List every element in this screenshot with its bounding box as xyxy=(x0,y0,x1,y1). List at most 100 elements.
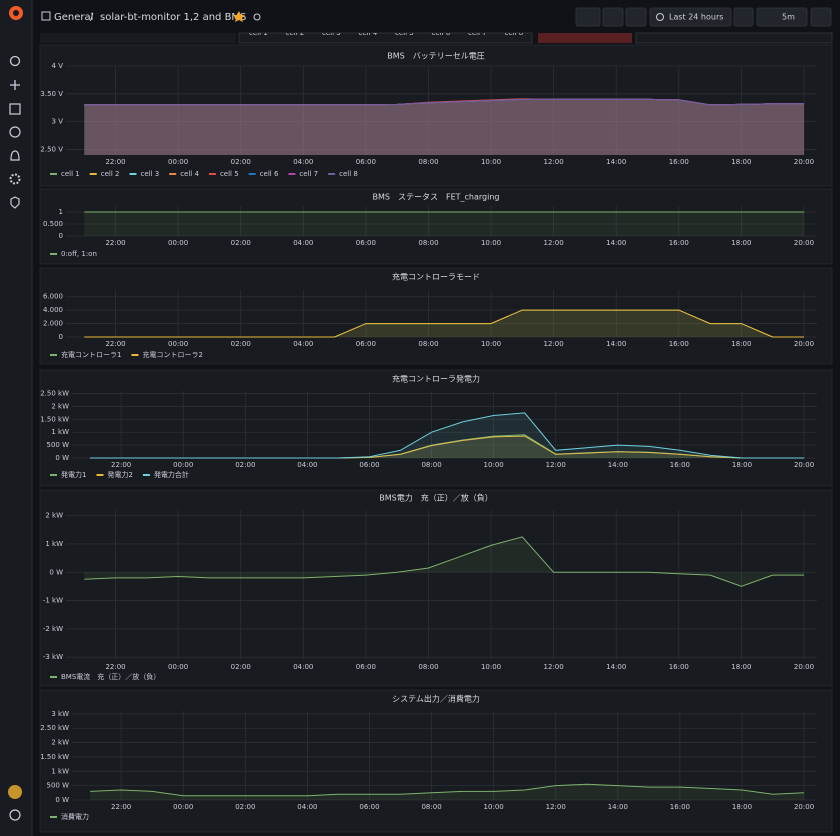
legend-label: cell 2 xyxy=(101,170,120,178)
x-tick-label: 16:00 xyxy=(669,239,689,247)
x-tick-label: 02:00 xyxy=(231,663,251,671)
refresh-interval: 5m xyxy=(782,13,795,22)
breadcrumb-root[interactable]: General xyxy=(54,12,93,23)
series-area xyxy=(90,412,805,458)
top-panel-stub xyxy=(238,32,533,44)
series-line xyxy=(84,98,804,106)
legend-label: cell 1 xyxy=(61,170,80,178)
y-tick-label: 3.50 V xyxy=(40,90,63,98)
panel-title: 充電コントローラモード xyxy=(392,272,480,282)
y-tick-label: -3 kW xyxy=(43,653,63,661)
series-area xyxy=(90,436,805,458)
settings-button[interactable] xyxy=(625,7,647,27)
x-tick-label: 22:00 xyxy=(111,803,131,811)
explore-icon[interactable] xyxy=(9,126,21,138)
admin-icon[interactable] xyxy=(10,196,20,209)
grafana-logo-core xyxy=(13,10,19,16)
x-tick-label: 12:00 xyxy=(544,158,564,166)
series-area xyxy=(84,99,805,155)
x-tick-label: 02:00 xyxy=(231,239,251,247)
save-button[interactable] xyxy=(602,7,624,27)
x-tick-label: 06:00 xyxy=(356,239,376,247)
x-tick-label: 18:00 xyxy=(731,239,751,247)
x-tick-label: 06:00 xyxy=(356,158,376,166)
y-tick-label: 1.50 kW xyxy=(40,415,69,423)
x-tick-label: 22:00 xyxy=(105,239,125,247)
series-area xyxy=(84,99,805,155)
y-tick-label: -2 kW xyxy=(43,625,63,633)
series-area xyxy=(84,310,805,337)
x-tick-label: 18:00 xyxy=(731,340,751,348)
x-tick-label: 14:00 xyxy=(606,340,626,348)
search-icon[interactable] xyxy=(9,55,21,67)
legend-label: cell 5 xyxy=(220,170,239,178)
cell-label: cell 3 xyxy=(322,29,341,37)
share-icon[interactable] xyxy=(253,13,261,21)
x-tick-label: 00:00 xyxy=(168,158,188,166)
y-tick-label: 2 kW xyxy=(45,512,63,520)
star-icon[interactable] xyxy=(233,11,245,22)
x-tick-label: 14:00 xyxy=(606,239,626,247)
y-tick-label: 1 kW xyxy=(51,428,69,436)
y-tick-label: 3 kW xyxy=(51,710,69,718)
create-icon[interactable] xyxy=(10,80,20,90)
x-tick-label: 12:00 xyxy=(544,663,564,671)
x-tick-label: 20:00 xyxy=(794,239,814,247)
x-tick-label: 20:00 xyxy=(794,461,814,469)
breadcrumb-icon xyxy=(41,11,51,21)
x-tick-label: 08:00 xyxy=(421,461,441,469)
refresh-picker[interactable] xyxy=(756,7,808,27)
cell-label: cell 7 xyxy=(468,29,487,37)
x-tick-label: 14:00 xyxy=(606,663,626,671)
series-area xyxy=(84,536,805,587)
y-tick-label: 0 W xyxy=(55,796,69,804)
x-tick-label: 08:00 xyxy=(418,158,438,166)
x-tick-label: 12:00 xyxy=(544,239,564,247)
legend-label: 0:off, 1:on xyxy=(61,250,97,258)
x-tick-label: 14:00 xyxy=(608,803,628,811)
legend-label: cell 6 xyxy=(260,170,279,178)
clock-icon xyxy=(656,13,664,21)
top-panel-stub xyxy=(538,33,632,43)
panel xyxy=(39,267,833,365)
time-picker[interactable] xyxy=(649,7,732,27)
series-line xyxy=(84,309,804,338)
x-tick-label: 12:00 xyxy=(544,340,564,348)
x-tick-label: 08:00 xyxy=(418,239,438,247)
config-icon[interactable] xyxy=(9,173,21,185)
cell-label: cell 2 xyxy=(286,29,305,37)
series-line xyxy=(84,536,804,587)
x-tick-label: 18:00 xyxy=(731,158,751,166)
y-tick-label: 3 V xyxy=(52,118,64,126)
user-avatar[interactable] xyxy=(8,785,22,799)
series-area xyxy=(84,99,805,155)
y-tick-label: 2.000 xyxy=(43,320,63,328)
tv-mode-button[interactable] xyxy=(810,7,832,27)
zoom-out-button[interactable] xyxy=(733,7,754,27)
legend-label: cell 7 xyxy=(299,170,318,178)
series-area xyxy=(84,99,805,155)
y-tick-label: 0 xyxy=(59,232,63,240)
x-tick-label: 06:00 xyxy=(359,461,379,469)
cell-label: cell 8 xyxy=(505,29,524,37)
help-icon[interactable] xyxy=(9,809,21,821)
x-tick-label: 12:00 xyxy=(546,461,566,469)
breadcrumb-separator: / xyxy=(90,12,94,23)
legend-label: 発電力2 xyxy=(107,470,132,479)
series-area xyxy=(84,99,805,155)
x-tick-label: 20:00 xyxy=(794,340,814,348)
y-tick-label: 0 W xyxy=(55,454,69,462)
sidebar xyxy=(0,0,32,836)
y-tick-label: 2 kW xyxy=(51,739,69,747)
panel-title: システム出力／消費電力 xyxy=(392,694,480,704)
legend-label: cell 3 xyxy=(140,170,159,178)
add-panel-button[interactable] xyxy=(575,7,601,27)
x-tick-label: 00:00 xyxy=(173,461,193,469)
series-area xyxy=(84,99,805,155)
dashboards-icon[interactable] xyxy=(9,103,21,115)
alerting-icon[interactable] xyxy=(10,150,20,161)
y-tick-label: 4 V xyxy=(52,62,64,70)
x-tick-label: 14:00 xyxy=(608,461,628,469)
dashboard-title[interactable]: solar-bt-monitor 1,2 and BMS xyxy=(100,12,246,23)
y-tick-label: -1 kW xyxy=(43,597,63,605)
